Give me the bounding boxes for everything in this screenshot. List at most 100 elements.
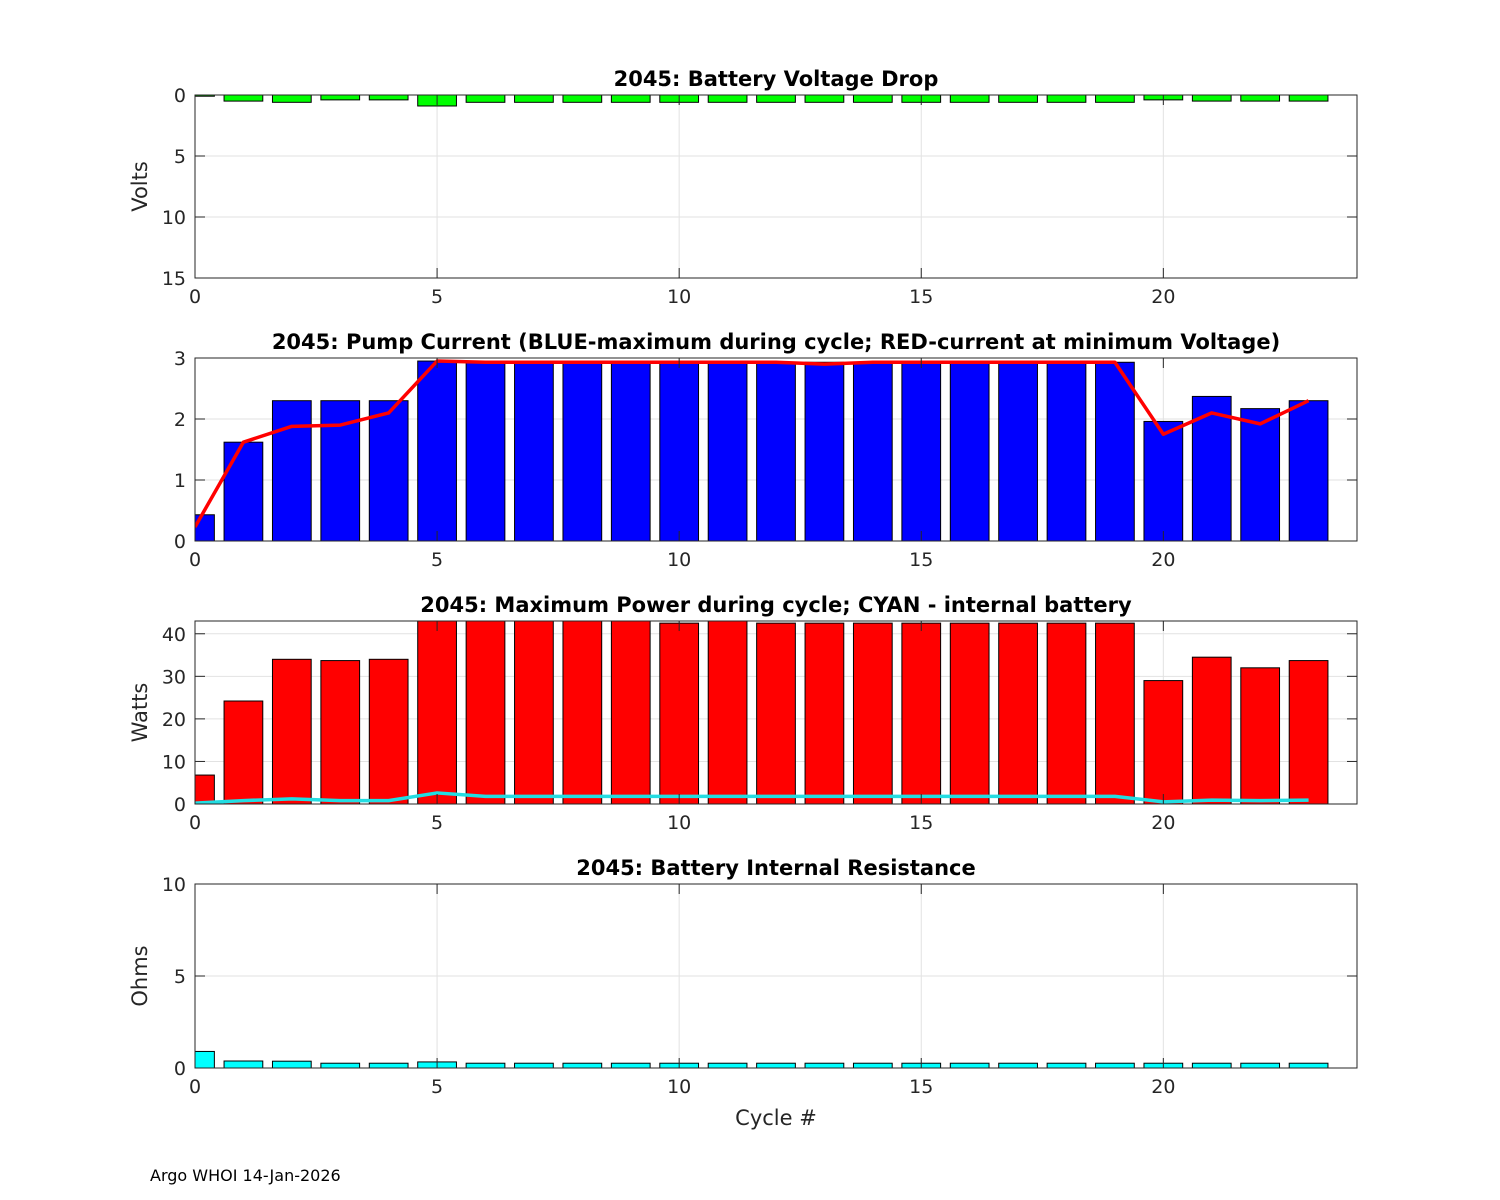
bar [320,660,361,804]
bar [707,95,748,103]
x-tick-label: 15 [909,1076,933,1098]
bar [756,622,796,804]
bar [465,361,506,541]
bar [949,622,990,804]
x-tick-label: 5 [431,1076,443,1098]
x-tick-label: 10 [667,812,691,834]
bar [901,622,942,804]
bar [852,95,893,103]
bar [514,95,554,103]
x-tick-label: 15 [909,286,933,308]
y-tick-label: 10 [162,207,186,229]
chart-panel-4: 0 5 10 15 20 0 5 10 2045: Battery Internal Resis… [128,856,1358,1130]
y-tick-label: 1 [174,470,186,492]
y-axis-label: Ohms [128,945,152,1006]
x-tick-label: 20 [1151,1076,1175,1098]
bar [1095,361,1135,541]
y-tick-label: 0 [174,531,186,553]
x-tick-label: 0 [189,812,201,834]
y-axis-label: Volts [128,161,152,212]
series-line [195,791,1309,804]
x-tick-label: 0 [189,286,201,308]
bar [195,774,215,804]
bar [707,621,748,804]
bar [804,1062,845,1068]
bar [465,95,506,103]
bar [195,95,215,97]
bar [271,95,312,103]
x-tick-label: 0 [189,1076,201,1098]
bar [707,361,748,541]
bar [195,1050,215,1068]
bar [1143,420,1184,541]
y-tick-label: 2 [174,409,186,431]
x-tick-label: 15 [909,549,933,571]
bar [610,360,651,541]
bar [368,658,409,804]
bar [562,1062,603,1068]
bar [1240,1062,1281,1068]
bar [998,1062,1038,1068]
bar [998,361,1038,541]
plot-area [195,621,1329,804]
x-tick-label: 5 [431,286,443,308]
bar [949,361,990,541]
bar [1095,622,1135,804]
bar [610,95,651,103]
bar [949,1062,990,1068]
chart-title: 2045: Pump Current (BLUE-maximum during … [272,330,1280,354]
bar [610,1062,651,1068]
bar [756,361,796,541]
bar [756,95,796,103]
bar [1288,400,1329,541]
x-tick-label: 20 [1151,286,1175,308]
bar [320,95,361,101]
y-tick-label: 0 [174,85,186,107]
x-tick-label: 10 [667,286,691,308]
bar [271,1060,312,1068]
bar [465,621,506,804]
x-tick-label: 5 [431,812,443,834]
bar [1046,622,1087,804]
bar [707,1062,748,1068]
y-tick-label: 40 [162,624,186,646]
bar [271,658,312,804]
footer-credit: Argo WHOI 14-Jan-2026 [150,1166,341,1185]
bar [223,441,264,541]
x-tick-label: 10 [667,549,691,571]
bar [1191,95,1232,102]
bar [1240,95,1281,102]
axes-box [194,357,1358,542]
bar [610,621,651,804]
bar [1191,656,1232,804]
bar [1191,1062,1232,1068]
bar [417,360,457,541]
bar [223,700,264,804]
bar [1240,408,1281,541]
bar [562,95,603,103]
bar [562,621,603,804]
y-tick-label: 0 [174,1058,186,1080]
bar [804,95,845,103]
bar [368,400,409,541]
bar [1046,361,1087,541]
bar [562,361,603,541]
y-tick-label: 10 [162,751,186,773]
chart-panel-2: 0 5 10 15 20 0 1 2 3 2045: Pump Current (BLUE-max… [174,330,1358,571]
x-tick-label: 0 [189,549,201,571]
axes-box [194,620,1358,805]
y-tick-label: 5 [174,966,186,988]
y-tick-label: 3 [174,348,186,370]
chart-title: 2045: Battery Internal Resistance [576,856,976,880]
chart-panel-3: 0 5 10 15 20 0 10 20 30 40 2045: Maximum Power dur… [128,593,1358,834]
x-tick-label: 15 [909,812,933,834]
bar [804,361,845,541]
bar [514,1062,554,1068]
series-line [195,359,1310,528]
bar [1191,395,1232,541]
bar [1288,95,1329,102]
bar [998,622,1038,804]
y-tick-label: 30 [162,666,186,688]
bar [852,1062,893,1068]
